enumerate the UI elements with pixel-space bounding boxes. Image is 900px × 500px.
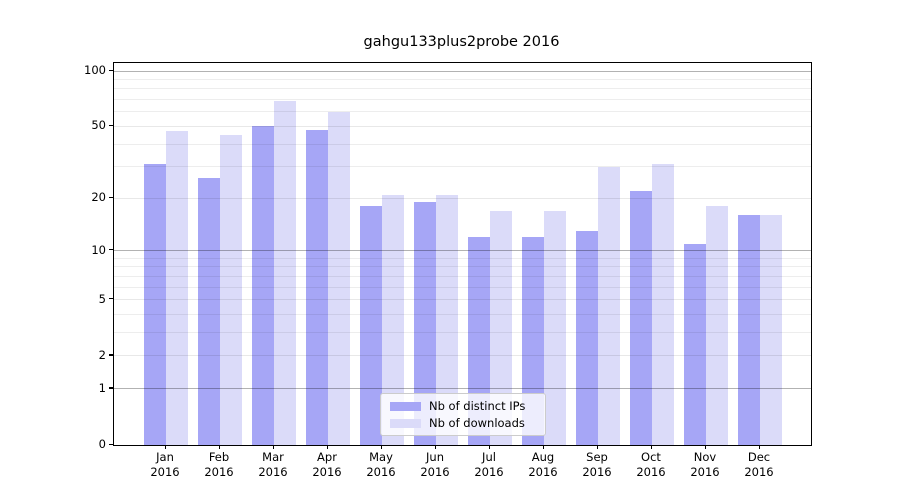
x-tick-label-dec: Dec 2016 (744, 450, 774, 479)
gridline-minor (114, 314, 811, 316)
bar-sep-distinct-ips (576, 231, 598, 445)
x-tick-label-jul: Jul 2016 (474, 450, 504, 479)
x-tick-label-jun: Jun 2016 (420, 450, 450, 479)
bar-may-distinct-ips (360, 206, 382, 445)
x-tick-label-aug: Aug 2016 (528, 450, 558, 479)
gridline-labeled (114, 355, 811, 357)
bar-apr-downloads (328, 111, 350, 445)
x-tick-mark-apr (326, 445, 328, 449)
bar-mar-downloads (274, 100, 296, 445)
gridline-decade (114, 250, 811, 252)
legend-label-downloads: Nb of downloads (429, 415, 525, 430)
x-tick-label-mar: Mar 2016 (258, 450, 288, 479)
gridline-minor (114, 275, 811, 277)
y-tick-label-5: 5 (98, 291, 106, 306)
gridline-minor (114, 332, 811, 334)
x-tick-label-may: May 2016 (366, 450, 396, 479)
y-tick-label-2: 2 (98, 347, 106, 362)
gridline-labeled (114, 125, 811, 127)
bar-nov-distinct-ips (684, 243, 706, 445)
x-tick-mark-may (380, 445, 382, 449)
x-tick-label-jan: Jan 2016 (150, 450, 180, 479)
x-tick-mark-oct (650, 445, 652, 449)
gridline-labeled (114, 197, 811, 199)
y-tick-label-20: 20 (91, 190, 106, 205)
bar-jan-downloads (166, 131, 188, 445)
gridline-decade (114, 388, 811, 390)
bar-dec-distinct-ips (738, 215, 760, 445)
bar-jul-downloads (490, 210, 512, 445)
x-tick-mark-dec (758, 445, 760, 449)
gridline-minor (114, 111, 811, 113)
gridline-minor (114, 257, 811, 259)
gridline-labeled (114, 299, 811, 301)
chart-title: gahgu133plus2probe 2016 (363, 34, 560, 50)
y-tick-label-50: 50 (91, 118, 106, 133)
plot-area: Nb of distinct IPs Nb of downloads (113, 62, 812, 446)
bar-dec-downloads (760, 215, 782, 445)
legend-swatch-distinct-ips (390, 401, 421, 411)
x-tick-mark-nov (704, 445, 706, 449)
bar-nov-downloads (706, 206, 728, 445)
y-tick-mark (108, 387, 113, 389)
gridline-minor (114, 88, 811, 90)
bar-sep-downloads (598, 166, 620, 445)
y-tick-mark (108, 249, 113, 251)
bar-oct-downloads (652, 164, 674, 445)
bar-jun-distinct-ips (414, 202, 436, 445)
x-tick-label-sep: Sep 2016 (582, 450, 612, 479)
bar-mar-distinct-ips (252, 126, 274, 445)
legend-label-distinct-ips: Nb of distinct IPs (429, 398, 526, 413)
x-tick-label-feb: Feb 2016 (204, 450, 234, 479)
x-tick-label-nov: Nov 2016 (690, 450, 720, 479)
bar-may-downloads (382, 194, 404, 445)
x-tick-mark-jan (164, 445, 166, 449)
x-tick-label-apr: Apr 2016 (312, 450, 342, 479)
bar-aug-downloads (544, 210, 566, 445)
gridline-minor (114, 99, 811, 101)
y-tick-label-0: 0 (98, 437, 106, 451)
y-tick-mark (108, 298, 113, 300)
bar-apr-distinct-ips (306, 129, 328, 445)
legend-item-distinct-ips: Nb of distinct IPs (381, 398, 545, 413)
y-tick-mark (108, 196, 113, 198)
x-tick-mark-jun (434, 445, 436, 449)
y-tick-mark (108, 69, 113, 71)
y-tick-mark (108, 354, 113, 356)
legend-item-downloads: Nb of downloads (381, 415, 545, 430)
y-tick-mark (108, 443, 113, 445)
legend: Nb of distinct IPs Nb of downloads (380, 393, 546, 436)
bar-feb-distinct-ips (198, 177, 220, 445)
x-tick-mark-aug (542, 445, 544, 449)
y-tick-label-1: 1 (98, 380, 106, 395)
x-tick-label-oct: Oct 2016 (636, 450, 666, 479)
bar-jan-distinct-ips (144, 164, 166, 445)
gridline-minor (114, 266, 811, 268)
x-tick-mark-mar (272, 445, 274, 449)
gridline-minor (114, 78, 811, 80)
bar-jun-downloads (436, 194, 458, 445)
x-tick-mark-jul (488, 445, 490, 449)
y-tick-label-10: 10 (91, 242, 106, 257)
bar-feb-downloads (220, 134, 242, 445)
gridline-minor (114, 166, 811, 168)
y-tick-label-100: 100 (84, 63, 106, 77)
x-tick-mark-feb (218, 445, 220, 449)
gridline-minor (114, 143, 811, 145)
gridline-decade (114, 70, 811, 72)
bar-oct-distinct-ips (630, 190, 652, 445)
legend-swatch-downloads (390, 418, 421, 428)
gridline-minor (114, 286, 811, 288)
y-tick-mark (108, 124, 113, 127)
x-tick-mark-sep (596, 445, 598, 449)
